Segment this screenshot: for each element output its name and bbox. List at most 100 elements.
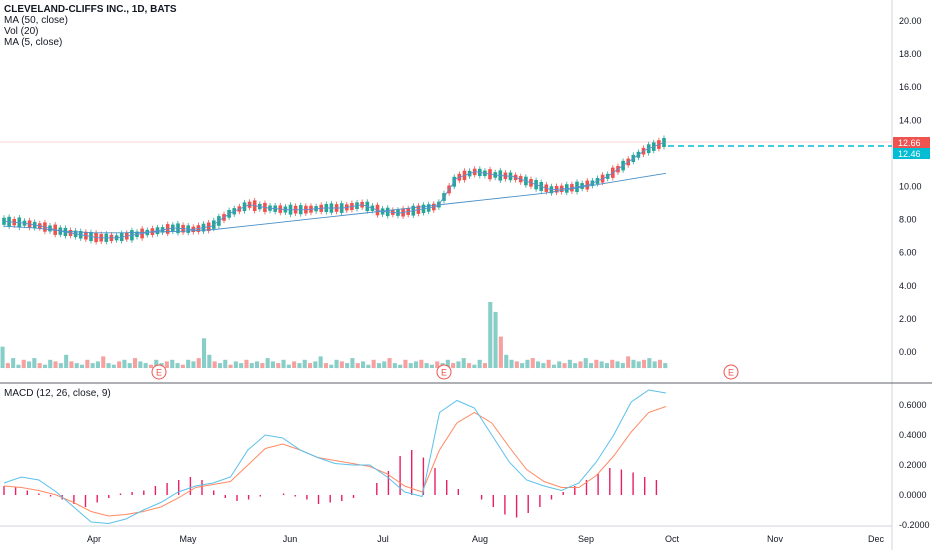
time-tick-label: Dec	[868, 534, 885, 544]
volume-bar	[244, 359, 249, 369]
macd-legend-label[interactable]: MACD (12, 26, close, 9)	[4, 388, 111, 399]
volume-bar	[170, 359, 175, 369]
volume-bar	[536, 361, 541, 368]
macd-line	[3, 389, 667, 525]
volume-bar	[53, 361, 58, 368]
volume-bar	[85, 359, 90, 369]
volume-bar	[127, 363, 132, 369]
price-tick-label: 16.00	[899, 82, 922, 92]
price-tick-label: 2.00	[899, 314, 917, 324]
volume-bar	[281, 359, 286, 369]
volume-bar	[5, 363, 10, 369]
volume-bar	[525, 359, 530, 369]
signal-line	[3, 406, 667, 517]
ma5-line	[3, 142, 665, 239]
volume-bar	[48, 359, 53, 369]
volume-bar	[366, 364, 371, 368]
earnings-marker-apr[interactable]: E	[151, 364, 167, 380]
ma50-legend-label[interactable]: MA (50, close)	[4, 15, 68, 26]
volume-bar	[451, 363, 456, 369]
volume-bar	[663, 363, 668, 369]
volume-bar	[382, 361, 387, 368]
volume-bar	[610, 359, 615, 369]
ma50-line	[3, 172, 667, 234]
price-tick-label: 20.00	[899, 16, 922, 26]
volume-bar	[419, 359, 424, 369]
volume-bar	[530, 358, 535, 368]
volume-bar	[117, 361, 122, 368]
volume-bar	[578, 361, 583, 368]
volume-bar	[599, 361, 604, 368]
volume-bar	[329, 364, 334, 368]
volume-bar	[435, 361, 440, 368]
volume-bar	[42, 364, 47, 368]
macd-tick-label: -0.2000	[899, 520, 930, 530]
time-axis-ticks[interactable]: Apr May Jun Jul Aug Sep Oct Nov Dec	[87, 534, 885, 544]
volume-bar	[21, 359, 26, 369]
volume-bar	[604, 363, 609, 369]
time-tick-label: Apr	[87, 534, 101, 544]
volume-bar	[371, 359, 376, 369]
volume-bar	[546, 359, 551, 369]
price-tick-label: 8.00	[899, 215, 917, 225]
volume-bar	[461, 358, 466, 368]
volume-bar	[631, 359, 636, 369]
time-tick-label: Nov	[767, 534, 784, 544]
symbol-title[interactable]: CLEVELAND-CLIFFS INC., 1D, BATS	[4, 4, 177, 15]
earnings-marker-label: E	[728, 368, 734, 378]
volume-bar	[233, 361, 238, 368]
volume-bar	[583, 358, 588, 368]
time-tick-label: Jun	[283, 534, 298, 544]
volume-bar	[196, 358, 201, 368]
volume-bar	[64, 354, 69, 368]
volume-bar	[318, 356, 323, 368]
volume-bar	[594, 359, 599, 369]
time-tick-label: Aug	[472, 534, 488, 544]
volume-bar	[111, 364, 116, 368]
volume-bar	[472, 364, 477, 368]
volume-bar	[37, 363, 42, 369]
volume-bar	[95, 361, 100, 368]
volume-bar	[191, 361, 196, 368]
volume-bar	[133, 358, 138, 368]
volume-bar	[456, 361, 461, 368]
volume-bar	[217, 363, 222, 369]
volume-bar	[520, 363, 525, 369]
ma-value-badge: 12.46	[893, 148, 930, 159]
earnings-marker-jul[interactable]: E	[436, 364, 452, 380]
volume-bar	[154, 359, 159, 369]
last-price-value: 12.66	[898, 138, 921, 148]
volume-bar	[557, 361, 562, 368]
volume-bar	[398, 364, 403, 368]
volume-bar	[292, 361, 297, 368]
volume-bar	[276, 363, 281, 369]
vol-legend-label[interactable]: Vol (20)	[4, 26, 39, 37]
earnings-marker-oct[interactable]: E	[723, 364, 739, 380]
time-tick-label: May	[179, 534, 197, 544]
price-tick-label: 14.00	[899, 115, 922, 125]
volume-bar	[620, 363, 625, 369]
price-tick-label: 0.00	[899, 347, 917, 357]
volume-bar	[657, 359, 662, 369]
volume-bar	[392, 363, 397, 369]
volume-bar	[467, 363, 472, 369]
earnings-marker-label: E	[156, 368, 162, 378]
volume-bar	[286, 364, 291, 368]
macd-tick-label: 0.6000	[899, 400, 927, 410]
volume-bar	[562, 363, 567, 369]
volume-bar	[615, 361, 620, 368]
ma5-legend-label[interactable]: MA (5, close)	[4, 37, 63, 48]
volume-bar	[265, 358, 270, 368]
volume-bar	[334, 359, 339, 369]
volume-bar	[255, 361, 260, 368]
price-axis-ticks[interactable]: 20.0018.0016.0014.0012.0010.008.006.004.…	[899, 16, 922, 357]
volume-bar	[376, 363, 381, 369]
volume-bar	[429, 364, 434, 368]
volume-bar	[302, 359, 307, 369]
volume-bar	[101, 356, 106, 368]
macd-axis-ticks[interactable]: 0.6000 0.4000 0.2000 0.0000 -0.2000	[899, 400, 930, 530]
volume-bar	[69, 361, 74, 368]
volume-bar	[16, 364, 21, 368]
time-tick-label: Oct	[665, 534, 680, 544]
